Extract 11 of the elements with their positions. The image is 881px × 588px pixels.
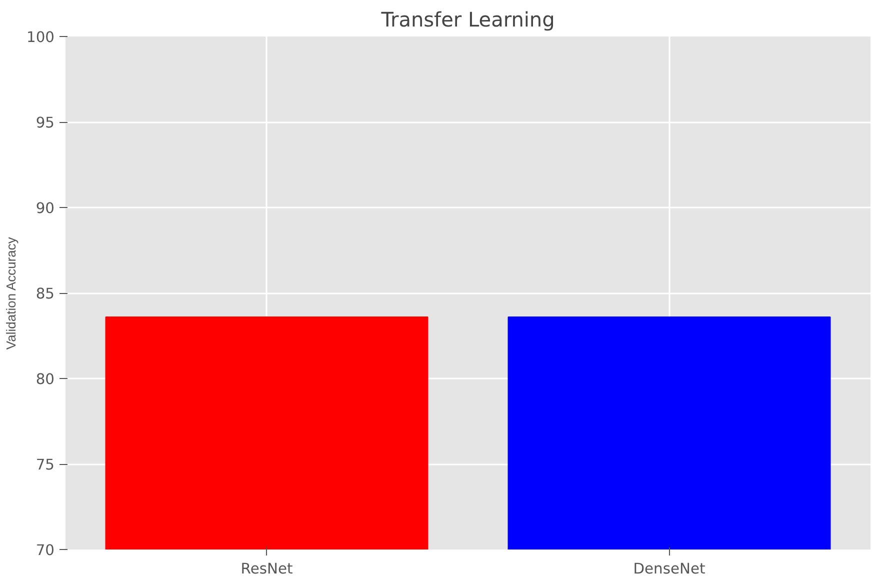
y-tick-label: 85 xyxy=(36,286,55,302)
y-tick-label: 100 xyxy=(26,29,55,46)
y-tick-label: 80 xyxy=(36,371,55,388)
x-tick-label: DenseNet xyxy=(633,560,706,578)
y-tick-label: 70 xyxy=(36,542,55,559)
y-tick-label: 90 xyxy=(36,200,55,217)
x-tick-label: ResNet xyxy=(240,560,293,578)
y-axis-title: Validation Accuracy xyxy=(4,236,19,350)
chart-title: Transfer Learning xyxy=(380,8,555,32)
y-tick-label: 95 xyxy=(36,114,55,132)
y-tick-label: 75 xyxy=(36,456,55,474)
